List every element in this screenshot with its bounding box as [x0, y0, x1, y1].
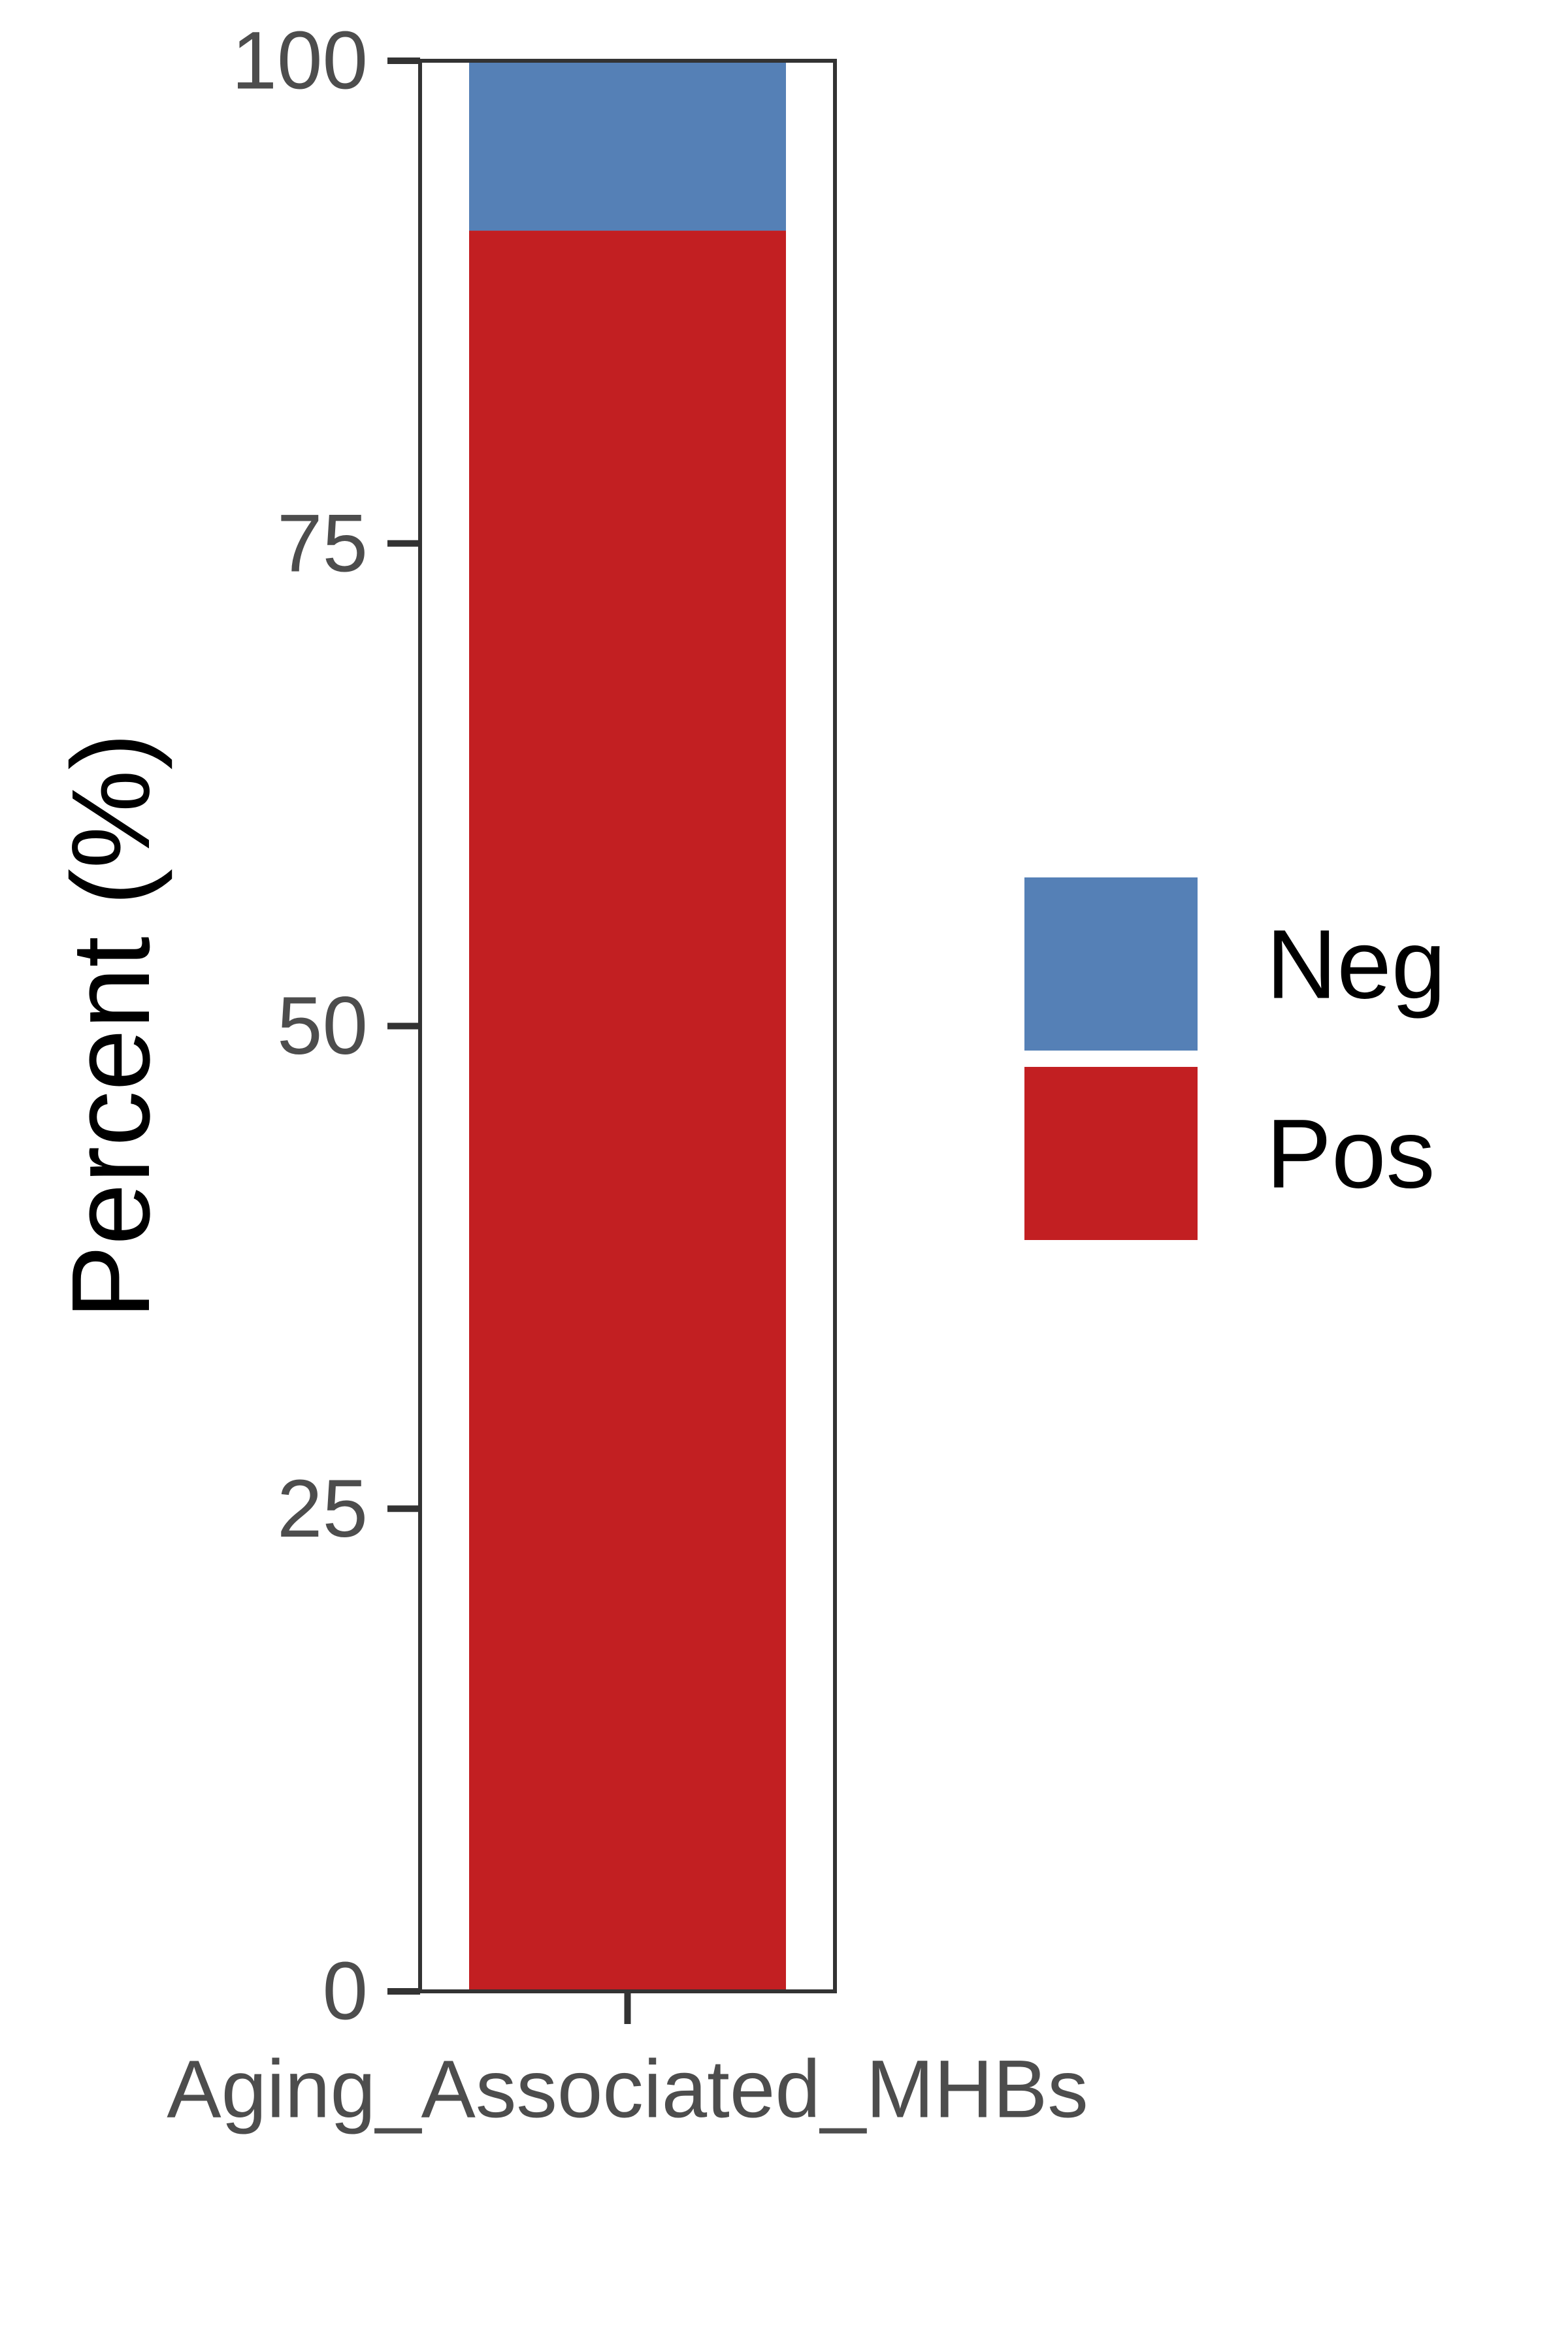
- y-tick-label: 75: [277, 498, 368, 589]
- legend-key-pos: [1024, 1067, 1198, 1240]
- bars-layer: [469, 61, 786, 1991]
- x-axis: Aging_Associated_MHBs: [167, 1991, 1088, 2135]
- legend: Neg Pos: [1024, 877, 1446, 1240]
- y-tick-label: 25: [277, 1463, 368, 1554]
- y-tick-label: 100: [231, 16, 368, 106]
- y-axis: 0 25 50 75 100: [231, 16, 420, 2037]
- x-tick-label: Aging_Associated_MHBs: [167, 2044, 1088, 2135]
- legend-label-pos: Pos: [1266, 1099, 1435, 1209]
- bar-segment-neg: [469, 61, 786, 231]
- legend-label-neg: Neg: [1266, 909, 1446, 1019]
- legend-key-neg: [1024, 877, 1198, 1051]
- y-axis-title: Percent (%): [49, 733, 173, 1319]
- bar-segment-pos: [469, 231, 786, 1991]
- y-tick-label: 50: [277, 981, 368, 1071]
- y-tick-label: 0: [322, 1946, 368, 2037]
